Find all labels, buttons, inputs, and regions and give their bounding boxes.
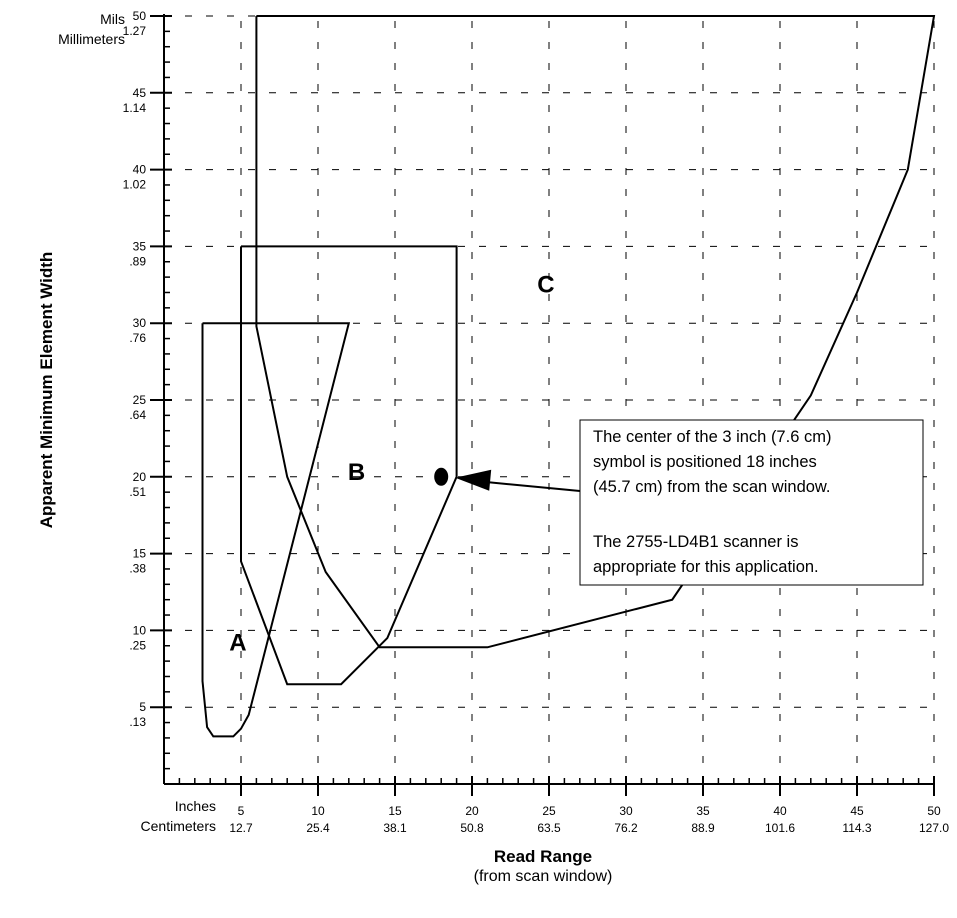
x-unit-inches-label: Inches [175,798,216,814]
y-tick-label-mm: .64 [129,408,146,422]
axes [150,14,935,796]
x-tick-label-cm: 127.0 [919,821,949,835]
annotation-line-3: (45.7 cm) from the scan window. [593,478,831,496]
y-tick-label-mils: 35 [133,239,147,253]
grid-lines [164,15,935,784]
y-axis-title: Apparent Minimum Element Width [37,252,56,529]
region-c-label: C [537,271,554,298]
x-tick-label-cm: 63.5 [537,821,561,835]
y-tick-label-mils: 50 [133,9,147,23]
annotation-callout: The center of the 3 inch (7.6 cm) symbol… [579,419,924,586]
annotation-line-6: appropriate for this application. [593,558,819,576]
annotation-box [579,419,924,586]
y-tick-label-mils: 10 [133,623,147,637]
region-b-label: B [348,459,365,486]
y-tick-label-mm: .89 [129,254,146,268]
x-tick-label-cm: 50.8 [460,821,484,835]
region-a-outline [201,322,351,738]
y-tick-label-mm: 1.27 [123,24,147,38]
y-tick-label-mm: 1.14 [123,101,147,115]
x-tick-label-in: 30 [619,804,633,818]
y-tick-label-mm: .13 [129,715,146,729]
y-tick-label-mils: 20 [133,470,147,484]
y-tick-label-mils: 15 [133,547,147,561]
regions: A B C [201,15,936,738]
y-tick-label-mils: 30 [133,316,147,330]
symbol-position-marker [434,467,449,486]
x-tick-label-cm: 25.4 [306,821,330,835]
x-unit-cm-label: Centimeters [141,818,216,834]
y-tick-label-mm: .51 [129,485,146,499]
tick-labels: 5.1310.2515.3820.5125.6430.7635.89401.02… [123,9,950,835]
y-tick-label-mm: .25 [129,638,146,652]
x-tick-label-cm: 88.9 [691,821,715,835]
region-c-outline [255,15,936,649]
y-tick-label-mm: .38 [129,562,146,576]
y-tick-label-mm: 1.02 [123,178,147,192]
y-tick-label-mils: 5 [139,700,146,714]
x-axis-subtitle: (from scan window) [474,868,613,885]
x-tick-label-in: 5 [238,804,245,818]
x-tick-label-cm: 12.7 [229,821,253,835]
annotation-line-2: symbol is positioned 18 inches [593,453,817,471]
annotation-arrow-line [473,479,581,492]
x-tick-label-cm: 101.6 [765,821,795,835]
annotation-line-5: The 2755-LD4B1 scanner is [593,533,798,551]
x-tick-label-cm: 76.2 [614,821,638,835]
x-tick-label-in: 25 [542,804,556,818]
x-tick-label-in: 15 [388,804,402,818]
y-unit-mm-label: Millimeters [58,31,125,47]
marker [434,467,581,492]
y-unit-mils-label: Mils [100,11,125,27]
y-tick-label-mils: 40 [133,163,147,177]
y-tick-label-mils: 25 [133,393,147,407]
y-tick-label-mils: 45 [133,86,147,100]
y-tick-label-mm: .76 [129,331,146,345]
x-tick-label-in: 20 [465,804,479,818]
x-tick-label-in: 50 [927,804,941,818]
x-tick-label-in: 10 [311,804,325,818]
x-tick-label-in: 45 [850,804,864,818]
region-a-label: A [229,629,246,656]
annotation-arrow-head [455,469,492,491]
annotation-line-1: The center of the 3 inch (7.6 cm) [593,428,831,446]
x-tick-label-in: 35 [696,804,710,818]
x-tick-label-in: 40 [773,804,787,818]
region-b-outline [240,245,458,686]
x-tick-label-cm: 38.1 [383,821,407,835]
x-tick-label-cm: 114.3 [842,821,871,835]
x-axis-title: Read Range [494,847,592,866]
